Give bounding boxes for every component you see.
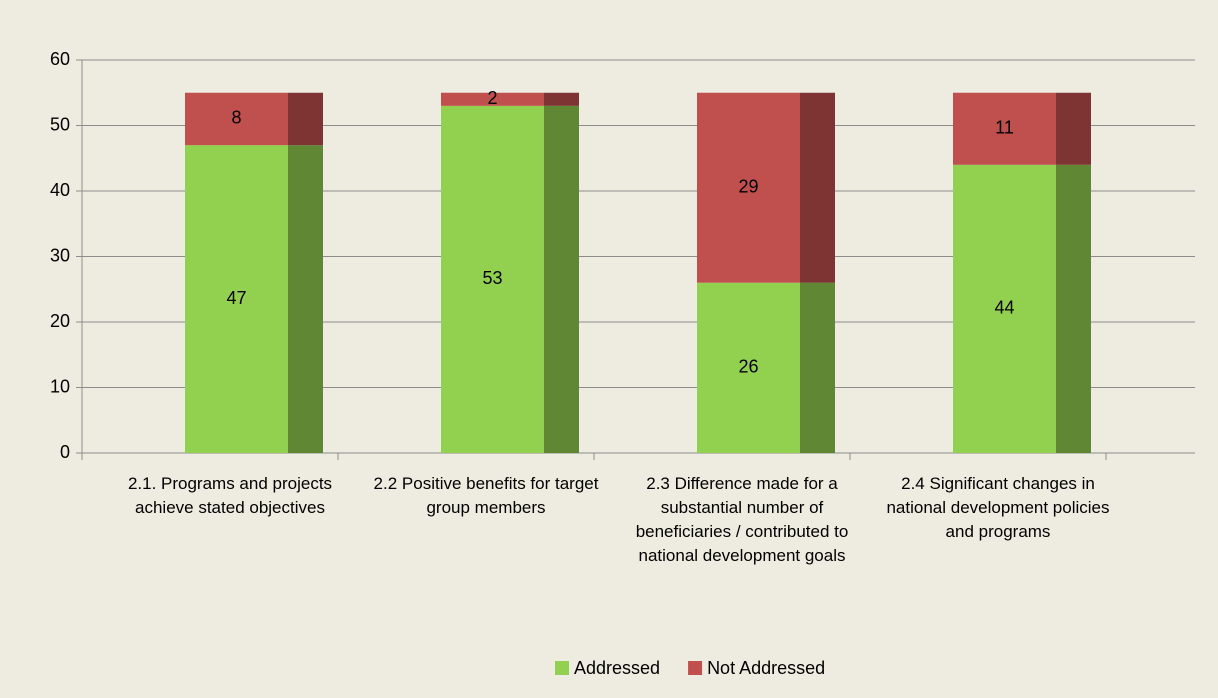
bar-segment — [185, 92, 288, 146]
data-label: 26 — [738, 357, 758, 377]
bar-segment — [185, 145, 288, 453]
y-tick-label: 40 — [50, 180, 70, 200]
bar-segment — [697, 92, 800, 283]
bar-side — [800, 92, 835, 283]
y-tick-label: 30 — [50, 245, 70, 265]
bar-side — [1056, 92, 1091, 165]
bar-side — [544, 105, 579, 453]
bar-segment — [953, 164, 1056, 454]
legend-swatch — [688, 661, 703, 675]
legend-label: Not Addressed — [707, 658, 825, 678]
x-tick-label: 2.4 Significant changes in national deve… — [886, 474, 1110, 541]
y-tick-label: 10 — [50, 376, 70, 396]
data-label: 11 — [995, 118, 1014, 138]
y-tick-label: 60 — [50, 49, 70, 69]
bar-side — [800, 282, 835, 453]
y-tick-label: 50 — [50, 114, 70, 134]
bar-side — [288, 145, 323, 453]
data-label: 2 — [487, 88, 497, 108]
x-tick-label: 2.1. Programs and projects achieve state… — [127, 474, 333, 517]
data-label: 47 — [226, 288, 246, 308]
bar-segment — [697, 282, 800, 453]
legend-label: Addressed — [574, 658, 660, 678]
bar-side — [1056, 164, 1091, 454]
x-tick-label: 2.2 Positive benefits for target group m… — [373, 474, 599, 517]
x-tick-label: 2.3 Difference made for a substantial nu… — [635, 474, 849, 565]
data-label: 44 — [994, 298, 1014, 318]
y-tick-label: 20 — [50, 311, 70, 331]
data-label: 29 — [738, 176, 758, 196]
y-tick-label: 0 — [60, 442, 70, 462]
bar-segment — [953, 92, 1056, 165]
bar-side — [544, 92, 579, 106]
data-label: 53 — [482, 268, 502, 288]
bar-segment — [441, 92, 544, 106]
legend-swatch — [555, 661, 569, 675]
bar-segment — [441, 105, 544, 453]
data-label: 8 — [231, 108, 241, 128]
bar-side — [288, 92, 323, 146]
